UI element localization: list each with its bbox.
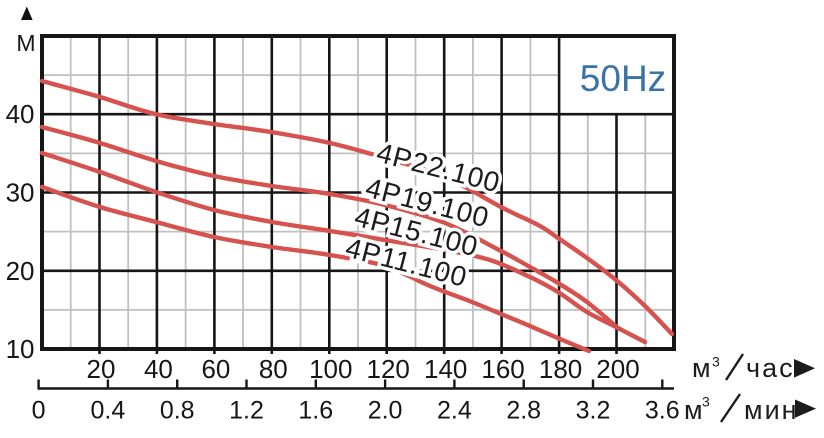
svg-text:3: 3: [702, 394, 710, 410]
svg-text:10: 10: [6, 334, 35, 364]
svg-text:180: 180: [539, 354, 582, 384]
svg-text:40: 40: [144, 354, 173, 384]
svg-text:0.8: 0.8: [160, 397, 195, 425]
svg-text:80: 80: [259, 354, 288, 384]
svg-text:2.8: 2.8: [506, 397, 541, 425]
svg-text:м: м: [692, 353, 711, 383]
svg-text:60: 60: [201, 354, 230, 384]
svg-text:120: 120: [367, 354, 410, 384]
svg-text:2.0: 2.0: [368, 397, 403, 425]
svg-text:50Hz: 50Hz: [580, 58, 666, 99]
svg-text:200: 200: [596, 354, 639, 384]
svg-text:20: 20: [6, 256, 35, 286]
svg-text:M: M: [16, 30, 35, 56]
svg-text:3.2: 3.2: [576, 397, 611, 425]
svg-text:30: 30: [6, 178, 35, 208]
svg-text:2.4: 2.4: [437, 397, 472, 425]
svg-text:м: м: [684, 395, 703, 425]
svg-text:1.6: 1.6: [298, 397, 333, 425]
svg-text:час: час: [746, 353, 795, 383]
svg-text:0.4: 0.4: [91, 397, 126, 425]
svg-text:160: 160: [481, 354, 524, 384]
svg-text:140: 140: [424, 354, 467, 384]
svg-text:100: 100: [309, 354, 352, 384]
svg-text:мин: мин: [744, 395, 799, 425]
svg-text:20: 20: [87, 354, 116, 384]
svg-text:40: 40: [6, 99, 35, 129]
svg-text:0: 0: [32, 397, 46, 425]
svg-text:1.2: 1.2: [229, 397, 264, 425]
svg-text:3.6: 3.6: [645, 397, 680, 425]
svg-text:3: 3: [712, 354, 720, 370]
